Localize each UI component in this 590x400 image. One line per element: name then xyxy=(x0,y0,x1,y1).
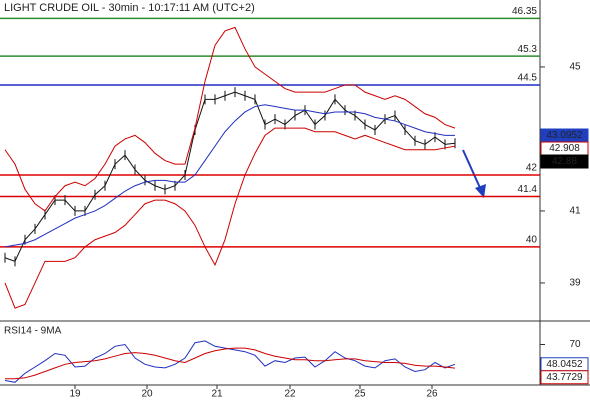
x-tick-label: 19 xyxy=(69,389,81,400)
indicator-line xyxy=(4,26,456,212)
level-label: 45.3 xyxy=(518,44,538,55)
x-tick-label: 25 xyxy=(354,389,366,400)
level-label: 40 xyxy=(526,235,538,246)
value-tag-label: 43.7729 xyxy=(546,372,583,383)
forecast-arrow xyxy=(462,149,486,198)
level-label: 46.35 xyxy=(512,6,537,17)
y-tick-label: 41 xyxy=(569,206,581,217)
series-line xyxy=(5,347,456,380)
level-label: 41.4 xyxy=(518,184,538,195)
y-tick-label: 39 xyxy=(569,278,581,289)
indicator-line xyxy=(4,104,455,248)
rsi-title: RSI14 - 9MA xyxy=(4,326,62,337)
x-tick-label: 22 xyxy=(284,389,296,400)
rsi-tick-label: 70 xyxy=(569,339,581,350)
value-tag-label: 43.0952 xyxy=(546,130,583,141)
y-tick-label: 45 xyxy=(569,62,581,73)
x-tick-label: 21 xyxy=(211,389,223,400)
indicator-line xyxy=(4,127,456,309)
value-tag-label: 42.88 xyxy=(552,156,577,167)
x-tick-label: 20 xyxy=(141,389,153,400)
level-label: 42 xyxy=(526,163,538,174)
level-label: 44.5 xyxy=(518,73,538,84)
value-tag xyxy=(540,370,589,385)
value-tag-label: 48.0452 xyxy=(546,359,583,370)
value-tag-label: 42.908 xyxy=(549,143,580,154)
value-tag xyxy=(540,154,589,169)
x-tick-label: 26 xyxy=(426,389,438,400)
chart-title: LIGHT CRUDE OIL - 30min - 10:17:11 AM (U… xyxy=(4,2,255,14)
price-line xyxy=(4,91,456,262)
